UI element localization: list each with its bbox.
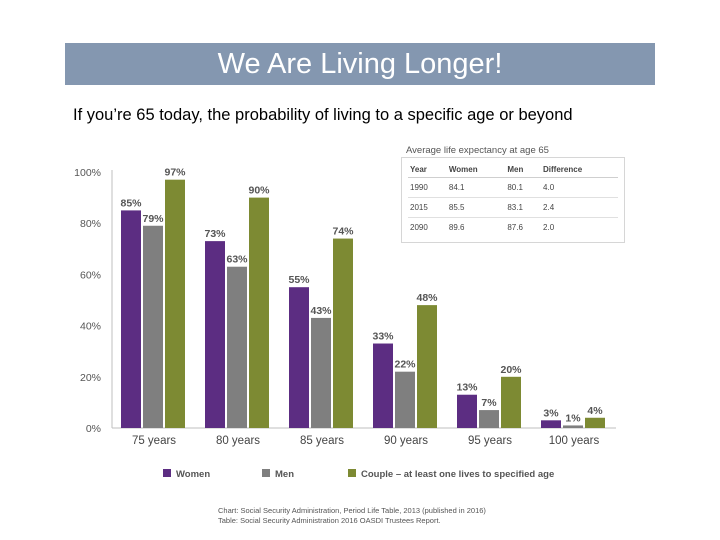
bar (205, 241, 225, 428)
table-cell: 2.4 (541, 197, 618, 218)
bar (541, 420, 561, 428)
source-line: Table: Social Security Administration 20… (218, 516, 441, 525)
table-header-cell: Difference (541, 162, 618, 178)
life-expectancy-inset: Average life expectancy at age 65 Year W… (401, 145, 625, 243)
data-label: 43% (310, 305, 332, 317)
table-cell: 4.0 (541, 177, 618, 198)
table-cell: 2015 (408, 197, 447, 218)
y-tick-label: 60% (80, 269, 101, 281)
table-header-row: Year Women Men Difference (408, 162, 618, 178)
table-cell: 87.6 (507, 223, 523, 232)
bar (333, 238, 353, 428)
inset-box: Year Women Men Difference 1990 84.1 80.1… (401, 157, 625, 243)
table-row: 2015 85.5 83.1 2.4 (408, 197, 618, 218)
table-cell: 2.0 (543, 223, 555, 232)
data-label: 3% (543, 407, 559, 419)
data-label: 97% (164, 167, 186, 179)
data-label: 85% (120, 197, 142, 209)
legend-swatch (262, 469, 270, 477)
slide-title: We Are Living Longer! (217, 47, 503, 80)
data-label: 73% (204, 228, 226, 240)
title-bar: We Are Living Longer! (65, 43, 655, 85)
bar (457, 394, 477, 428)
legend-label: Women (176, 469, 210, 480)
legend-swatch (163, 469, 171, 477)
data-label: 13% (456, 382, 478, 394)
bar (227, 266, 247, 428)
data-label: 90% (248, 185, 270, 197)
slide-subtitle: If you’re 65 today, the probability of l… (73, 106, 573, 124)
table-cell: 80.1 (505, 177, 542, 198)
data-label: 63% (226, 254, 248, 266)
x-tick-label: 85 years (300, 435, 344, 447)
table-row: 2090 89.6 87.6 2.0 (408, 218, 618, 238)
x-tick-label: 75 years (132, 435, 176, 447)
data-label: 1% (565, 412, 581, 424)
bar (121, 210, 141, 428)
table-header-cell: Women (446, 162, 506, 178)
source-line: Chart: Social Security Administration, P… (218, 506, 486, 515)
bar (165, 179, 185, 428)
data-label: 20% (500, 364, 522, 376)
bar (585, 417, 605, 428)
bar (311, 317, 331, 428)
y-tick-label: 80% (80, 218, 101, 230)
source-note: Chart: Social Security Administration, P… (218, 506, 486, 526)
bar (395, 371, 415, 428)
data-label: 22% (394, 359, 416, 371)
legend-label: Men (275, 469, 294, 480)
bar (501, 376, 521, 428)
data-label: 33% (372, 331, 394, 343)
x-tick-label: 100 years (549, 435, 600, 447)
legend-label: Couple – at least one lives to specified… (361, 469, 554, 480)
y-tick-label: 40% (80, 321, 101, 333)
bar (417, 305, 437, 428)
y-tick-label: 0% (86, 423, 101, 435)
y-tick-label: 20% (80, 372, 101, 384)
data-label: 7% (481, 397, 497, 409)
x-tick-label: 90 years (384, 435, 428, 447)
table-cell: 84.1 (446, 177, 506, 198)
table-row: 1990 84.1 80.1 4.0 (408, 177, 618, 198)
data-label: 55% (288, 274, 310, 286)
life-expectancy-table: Year Women Men Difference 1990 84.1 80.1… (408, 162, 618, 237)
bar (563, 425, 583, 428)
y-tick-label: 100% (74, 167, 101, 179)
x-tick-label: 80 years (216, 435, 260, 447)
data-label: 48% (416, 292, 438, 304)
table-cell: 85.5 (446, 197, 506, 218)
x-tick-label: 95 years (468, 435, 512, 447)
table-cell: 89.6 (448, 223, 465, 232)
bar (249, 197, 269, 428)
legend-swatch (348, 469, 356, 477)
data-label: 4% (587, 405, 603, 417)
data-label: 74% (332, 226, 354, 238)
data-label: 79% (142, 213, 164, 225)
table-cell: 2090 (410, 223, 428, 232)
inset-title: Average life expectancy at age 65 (406, 145, 549, 156)
table-header-cell: Year (408, 162, 447, 178)
bar (373, 343, 393, 428)
bar (289, 287, 309, 428)
table-cell: 83.1 (505, 197, 542, 218)
bar (479, 410, 499, 428)
bar (143, 225, 163, 428)
table-header-cell: Men (505, 162, 542, 178)
table-cell: 1990 (408, 177, 447, 198)
